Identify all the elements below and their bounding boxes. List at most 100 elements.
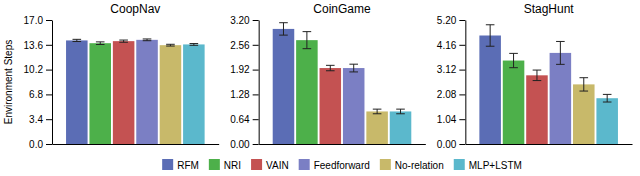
error-bar-cap <box>119 42 128 43</box>
error-bar <box>303 32 312 49</box>
error-bar <box>326 65 335 70</box>
legend-label: RFM <box>177 160 199 171</box>
panel: 0.001.042.083.124.165.20StagHunt <box>437 2 633 150</box>
y-tick-label: 1.04 <box>437 114 457 125</box>
y-tick-label: 17.0 <box>24 15 44 26</box>
y-tick: 6.8 <box>29 89 52 100</box>
title: CoopNav <box>110 2 160 16</box>
error-bar-cap <box>579 91 588 92</box>
y-tick: 0.00 <box>230 139 258 150</box>
error-bar-cap <box>579 77 588 78</box>
bar <box>113 41 135 144</box>
title: CoinGame <box>313 2 371 16</box>
y-tick-mark <box>46 144 52 145</box>
legend-label: MLP+LSTM <box>469 160 522 171</box>
error-bar-cap <box>396 109 405 110</box>
x-axis-line <box>259 144 426 145</box>
legend-swatch <box>380 159 391 170</box>
y-tick-label: 0.00 <box>230 139 250 150</box>
error-bar-stem <box>607 94 608 102</box>
y-tick-mark <box>253 119 259 120</box>
y-tick-label: 3.4 <box>29 114 43 125</box>
error-bar-cap <box>119 40 128 41</box>
error-bar <box>579 78 588 91</box>
error-bar-cap <box>556 41 565 42</box>
bar <box>320 68 342 144</box>
error-bar-stem <box>583 78 584 91</box>
y-tick-mark <box>253 20 259 21</box>
y-tick: 0.64 <box>230 114 258 125</box>
error-bar-cap <box>96 41 105 42</box>
y-tick: 5.20 <box>437 15 465 26</box>
panel: 0.03.46.810.213.617.0CoopNavEnvironment … <box>3 2 219 150</box>
legend-item: RFM <box>162 159 199 171</box>
error-bar <box>96 42 105 45</box>
marks <box>66 39 205 144</box>
y-tick: 10.2 <box>24 64 52 75</box>
y-axis-line <box>465 21 466 145</box>
bar <box>160 45 182 144</box>
y-tick-mark <box>253 70 259 71</box>
error-bar-stem <box>330 65 331 70</box>
error-bar-cap <box>166 46 175 47</box>
error-bar <box>533 70 542 80</box>
y-tick: 2.56 <box>230 40 258 51</box>
error-bar <box>509 53 518 67</box>
y-tick-mark <box>459 119 465 120</box>
bar <box>296 40 318 144</box>
error-bar-stem <box>353 64 354 72</box>
y-tick-label: 3.20 <box>230 15 250 26</box>
bar <box>526 75 548 144</box>
bar <box>273 29 295 144</box>
x-axis <box>53 144 220 145</box>
title: StagHunt <box>524 2 575 16</box>
error-bar-stem <box>283 23 284 35</box>
error-bar-stem <box>536 70 537 80</box>
y-tick-label: 2.08 <box>437 89 457 100</box>
y-tick-label: 5.20 <box>437 15 457 26</box>
x-axis-line <box>53 144 220 145</box>
bar <box>366 111 388 144</box>
legend-item: NRI <box>209 159 241 171</box>
y-tick-mark <box>46 70 52 71</box>
y-tick-label: 2.56 <box>230 40 250 51</box>
error-bar <box>166 44 175 46</box>
legend-swatch <box>299 159 310 170</box>
bar <box>573 84 595 144</box>
x-axis-line <box>466 144 633 145</box>
error-bar-cap <box>96 44 105 45</box>
error-bar-cap <box>190 45 199 46</box>
error-bar-cap <box>486 46 495 47</box>
error-bar <box>190 44 199 46</box>
y-tick-mark <box>253 144 259 145</box>
y-tick-label: 4.16 <box>437 40 457 51</box>
y-tick-mark <box>459 144 465 145</box>
error-bar <box>119 40 128 42</box>
y-tick: 3.4 <box>29 114 52 125</box>
bar <box>89 43 111 144</box>
error-bar <box>73 39 82 41</box>
error-bar-cap <box>326 65 335 66</box>
y-axis: 0.001.042.083.124.165.20 <box>437 15 466 150</box>
error-bar-cap <box>349 64 358 65</box>
legend-swatch <box>162 159 173 170</box>
error-bar-cap <box>143 40 152 41</box>
y-axis: 0.03.46.810.213.617.0 <box>24 15 53 150</box>
y-tick: 17.0 <box>24 15 52 26</box>
error-bar-cap <box>509 53 518 54</box>
error-bar-cap <box>349 71 358 72</box>
bar <box>479 36 501 145</box>
y-tick: 1.92 <box>230 64 258 75</box>
error-bar <box>556 41 565 64</box>
error-bar-cap <box>486 24 495 25</box>
y-tick-label: 0.00 <box>437 139 457 150</box>
error-bar-cap <box>73 39 82 40</box>
y-tick-mark <box>46 94 52 95</box>
error-bar-cap <box>556 64 565 65</box>
legend-label: No-relation <box>395 160 444 171</box>
legend-swatch <box>251 159 262 170</box>
bar <box>136 40 158 144</box>
error-bar-cap <box>603 102 612 103</box>
error-bar <box>279 23 288 35</box>
legend-swatch <box>454 159 465 170</box>
